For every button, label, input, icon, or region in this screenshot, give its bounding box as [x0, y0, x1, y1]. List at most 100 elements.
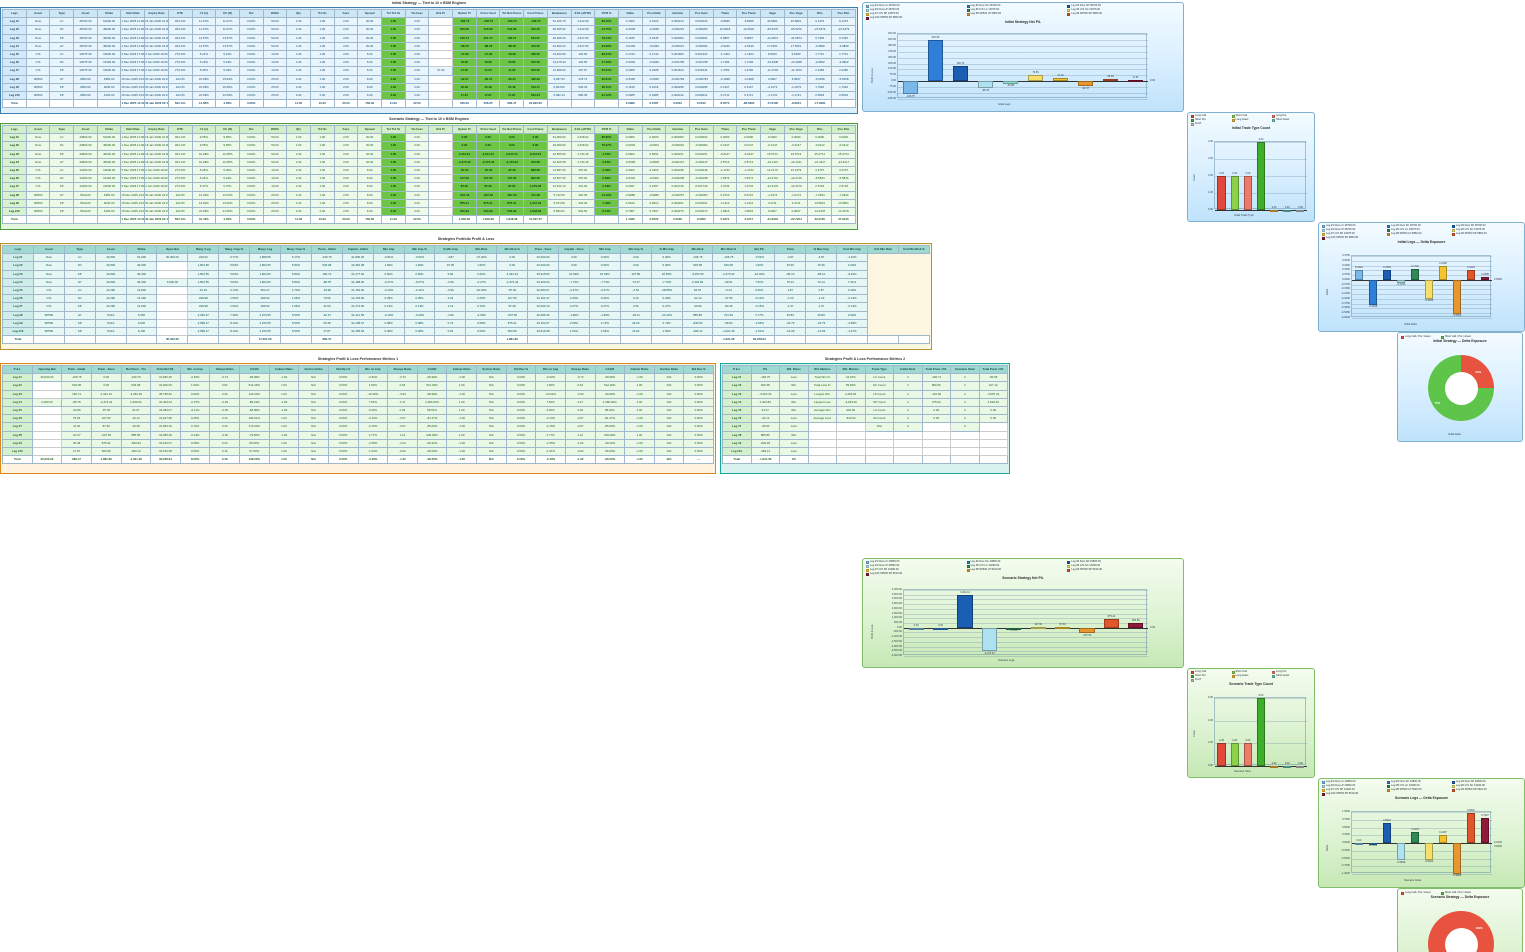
bar[interactable]: [957, 595, 972, 627]
column-header[interactable]: Type: [50, 10, 74, 18]
legend-item[interactable]: FLAT: [1191, 122, 1229, 126]
column-header[interactable]: Min Cap: [373, 246, 404, 254]
column-header[interactable]: Legs: [3, 126, 27, 134]
bar[interactable]: [1425, 843, 1434, 860]
bar[interactable]: [1103, 79, 1119, 81]
column-header[interactable]: Qty: [287, 10, 311, 18]
column-header[interactable]: Sortino Ratio: [654, 366, 684, 374]
column-header[interactable]: Asset: [74, 10, 98, 18]
column-header[interactable]: E.M. (σDTE): [571, 10, 595, 18]
column-header[interactable]: Gamma: [666, 126, 690, 134]
column-header[interactable]: Std Dev %: [328, 366, 358, 374]
bar[interactable]: [903, 81, 919, 94]
column-header[interactable]: Tot Fees: [405, 10, 429, 18]
bar[interactable]: [1128, 623, 1143, 628]
column-header[interactable]: Sortino Ratio: [477, 366, 507, 374]
bar[interactable]: [1355, 270, 1364, 280]
column-header[interactable]: W/L Rates: [780, 366, 809, 374]
column-header[interactable]: Total Net P/L: [151, 366, 181, 374]
bar[interactable]: [1031, 627, 1046, 629]
column-header[interactable]: Rho: [808, 10, 832, 18]
column-header[interactable]: CAGR: [240, 366, 270, 374]
column-header[interactable]: Trd Sz: [310, 126, 334, 134]
legend-item[interactable]: Leg #9 SP500 SP 5610.00: [1452, 788, 1514, 792]
column-header[interactable]: Pos Vega: [784, 10, 808, 18]
legend-item[interactable]: Leg #9 SP500 SP 6860.00: [1067, 12, 1165, 16]
column-header[interactable]: DTE: [168, 126, 192, 134]
column-header[interactable]: Pos Delta: [642, 126, 666, 134]
column-header[interactable]: Min Risk %: [713, 246, 744, 254]
bar[interactable]: [933, 628, 948, 630]
legend-item[interactable]: Leg #8 SP500 LP 5610.00: [967, 568, 1065, 572]
bar[interactable]: [1217, 743, 1225, 766]
bar[interactable]: [909, 628, 924, 630]
column-header[interactable]: Net Prem - Tot: [121, 366, 151, 374]
legend-item[interactable]: Long Asset: [1232, 118, 1270, 122]
column-header[interactable]: Marg / Cap %: [281, 246, 312, 254]
bar[interactable]: [1453, 280, 1462, 314]
legend-item[interactable]: FLAT: [1191, 678, 1229, 682]
bar[interactable]: [1079, 628, 1094, 634]
bar[interactable]: [1369, 280, 1378, 305]
column-header[interactable]: Tot Net Prems: [500, 126, 524, 134]
bar[interactable]: [1439, 266, 1448, 280]
column-header[interactable]: Expiry Date: [145, 126, 169, 134]
column-header[interactable]: Total: [775, 246, 806, 254]
bar[interactable]: [953, 66, 969, 81]
column-header[interactable]: Div: [239, 126, 263, 134]
column-header[interactable]: Breakeven: [547, 126, 571, 134]
column-header[interactable]: Min Risk: [682, 246, 713, 254]
column-header[interactable]: Asset: [95, 246, 126, 254]
column-header[interactable]: Strike: [97, 10, 121, 18]
bar[interactable]: [1467, 270, 1476, 280]
column-header[interactable]: Tot Trd Sz: [382, 10, 406, 18]
column-header[interactable]: Brk Pr: [429, 10, 453, 18]
bar[interactable]: [1383, 270, 1392, 280]
bar[interactable]: [1425, 280, 1434, 299]
bar[interactable]: [1028, 75, 1044, 81]
column-header[interactable]: Div: [239, 10, 263, 18]
column-header[interactable]: Prem - Scen: [91, 366, 121, 374]
bar[interactable]: [1481, 818, 1490, 843]
column-header[interactable]: Total Prem / P/L: [979, 366, 1008, 374]
legend-item[interactable]: Leg #8 SP500 LP 6860.00: [967, 12, 1065, 16]
column-header[interactable]: Calmar Ratio: [447, 366, 477, 374]
column-header[interactable]: Strike: [126, 246, 157, 254]
legend-item[interactable]: Leg #10 SP500 SP 5610.00: [1322, 792, 1384, 796]
legend-item[interactable]: Leg #8 SP500 LP 6860.00: [1387, 232, 1449, 236]
bar[interactable]: [1411, 269, 1420, 280]
column-header[interactable]: Sharpe Ratio: [565, 366, 595, 374]
column-header[interactable]: % Min Cap: [435, 246, 466, 254]
column-header[interactable]: OTM %: [595, 126, 619, 134]
column-header[interactable]: Option Pr: [453, 10, 477, 18]
column-header[interactable]: W/L Metrics: [808, 366, 837, 374]
column-header[interactable]: Unit Min Risk %: [898, 246, 929, 254]
column-header[interactable]: Breakeven: [547, 10, 571, 18]
legend-item[interactable]: Leg #9 SP500 SP 5610.00: [1067, 568, 1165, 572]
bar[interactable]: [928, 40, 944, 81]
column-header[interactable]: Std Dev %: [506, 366, 536, 374]
